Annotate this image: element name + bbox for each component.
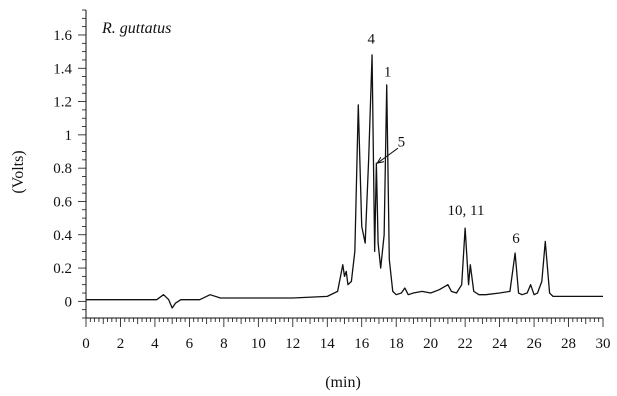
species-title: R. guttatus <box>101 20 171 37</box>
peak-annotations: 4 1 5 10, 11 6 <box>367 31 520 247</box>
y-axis-title: (Volts) <box>10 150 27 193</box>
axes <box>85 10 603 319</box>
y-tick-label: 0.8 <box>53 161 72 177</box>
x-tick-label: 22 <box>458 336 473 352</box>
x-axis-title: (min) <box>325 374 361 391</box>
arrow-head <box>376 156 385 164</box>
peak-label: 1 <box>384 65 392 81</box>
x-tick-label: 10 <box>251 336 266 352</box>
y-tick-label: 0.4 <box>53 228 72 244</box>
x-tick-label: 28 <box>561 336 576 352</box>
x-tick-label: 30 <box>596 336 611 352</box>
y-tick-label: 1.6 <box>53 28 72 44</box>
signal-trace <box>86 54 603 309</box>
x-tick-label: 12 <box>285 336 300 352</box>
arrow-line <box>376 147 399 164</box>
tick-labels: 0 2 4 6 8 10 12 14 16 18 20 22 24 26 28 3000.20.40.60.8… <box>53 28 610 352</box>
y-tick-label: 0.6 <box>53 194 72 210</box>
y-tick-label: 1 <box>65 128 73 144</box>
peak-label: 5 <box>398 135 406 151</box>
y-tick-label: 0.2 <box>53 261 72 277</box>
x-tick-label: 24 <box>492 336 508 352</box>
x-tick-label: 0 <box>82 336 90 352</box>
x-tick-label: 18 <box>389 336 404 352</box>
y-tick-label: 1.4 <box>53 61 72 77</box>
x-tick-label: 8 <box>220 336 228 352</box>
y-tick-label: 1.2 <box>53 95 72 111</box>
x-tick-label: 20 <box>423 336 438 352</box>
peak-label: 6 <box>512 231 520 247</box>
ticks <box>78 9 604 327</box>
peak-label: 10, 11 <box>448 203 485 219</box>
x-tick-label: 4 <box>151 336 159 352</box>
x-tick-label: 26 <box>527 336 543 352</box>
x-tick-label: 16 <box>354 336 370 352</box>
x-tick-label: 6 <box>186 336 194 352</box>
x-tick-label: 2 <box>117 336 125 352</box>
peak-label: 4 <box>367 31 375 47</box>
x-tick-label: 14 <box>320 336 336 352</box>
y-tick-label: 0 <box>65 294 73 310</box>
